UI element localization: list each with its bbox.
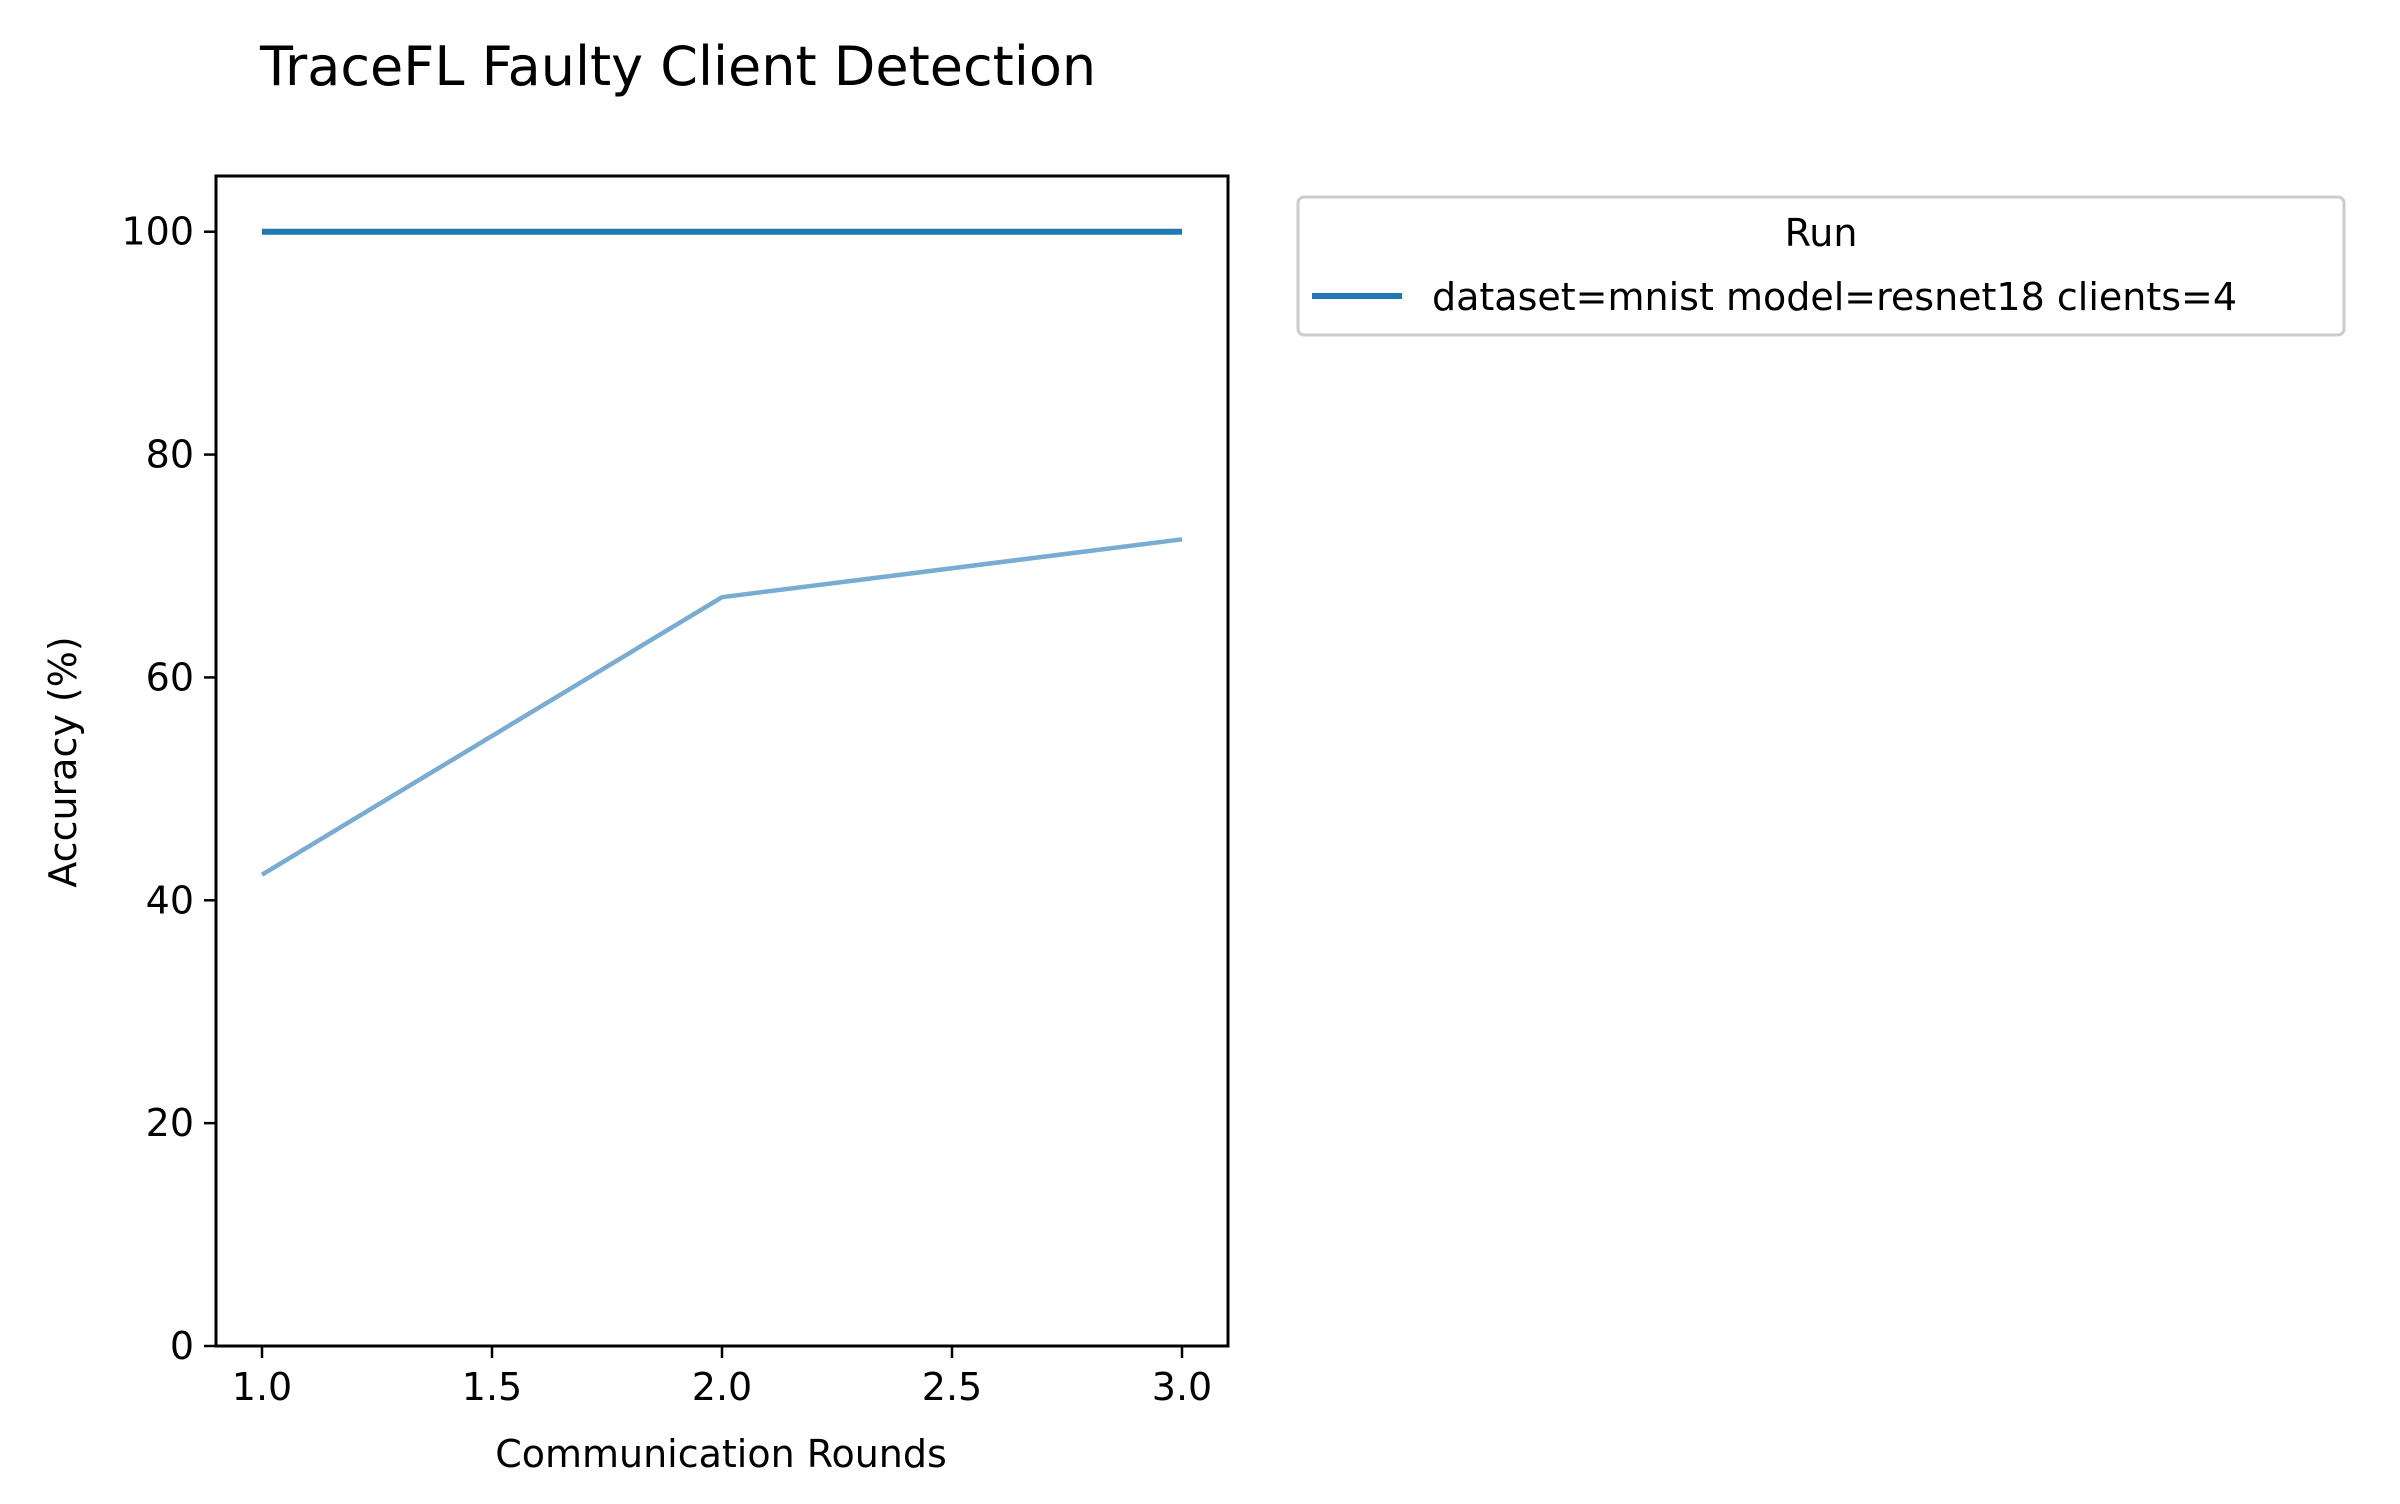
y-axis-label: Accuracy (%)	[41, 636, 85, 887]
chart-title: TraceFL Faulty Client Detection	[259, 35, 1096, 98]
x-axis-label: Communication Rounds	[495, 1432, 947, 1476]
legend-entry-label: dataset=mnist model=resnet18 clients=4	[1432, 275, 2237, 319]
y-tick-label: 100	[121, 210, 194, 254]
plot-area: 1.0 1.5 2.0 2.5 3.0 0 20 40 60 80 100	[121, 174, 1230, 1409]
legend-title: Run	[1785, 211, 1858, 255]
legend-frame	[1296, 195, 2346, 337]
x-tick-label: 3.0	[1152, 1365, 1212, 1409]
y-tick-label: 0	[170, 1324, 194, 1368]
y-tick-label: 80	[146, 433, 194, 477]
series-line-1	[260, 537, 1183, 877]
y-tick-label: 40	[146, 878, 194, 922]
x-tick-label: 2.0	[692, 1365, 752, 1409]
x-tick-label: 2.5	[922, 1365, 982, 1409]
y-tick-label: 20	[146, 1101, 194, 1145]
axes-frame	[214, 174, 1230, 1348]
legend: Run dataset=mnist model=resnet18 clients…	[1296, 195, 2346, 337]
y-tick-label: 60	[146, 655, 194, 699]
x-tick-label: 1.0	[232, 1365, 292, 1409]
x-tick-label: 1.5	[462, 1365, 522, 1409]
